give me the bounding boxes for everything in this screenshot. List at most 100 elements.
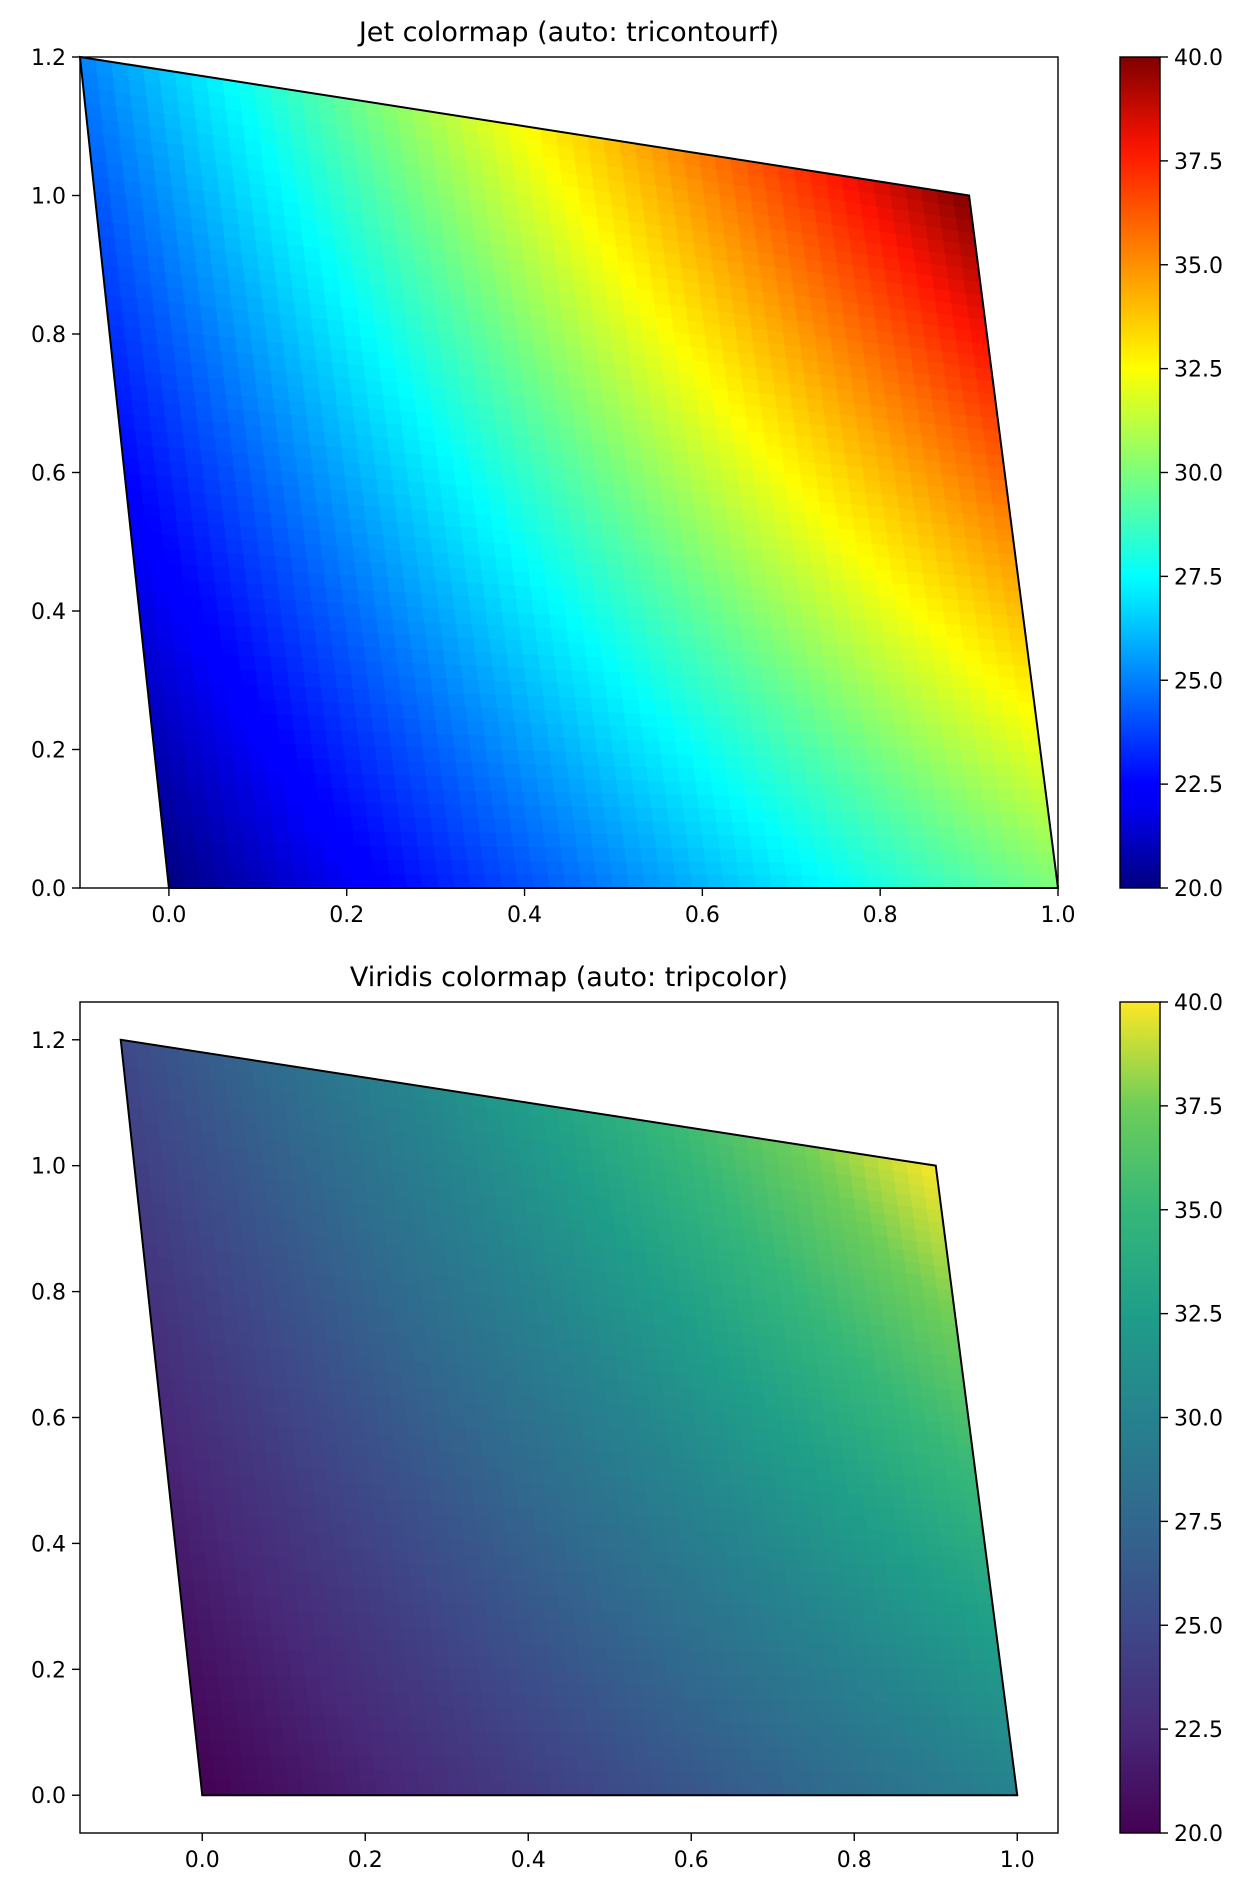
field-cell bbox=[444, 1628, 462, 1644]
field-cell bbox=[313, 1493, 331, 1509]
field-cell bbox=[179, 843, 199, 860]
field-cell bbox=[612, 617, 632, 633]
field-cell bbox=[552, 370, 572, 387]
field-cell bbox=[561, 1757, 579, 1771]
field-cell bbox=[520, 1284, 538, 1300]
field-cell bbox=[475, 1266, 493, 1283]
field-cell bbox=[827, 822, 846, 837]
field-cell bbox=[609, 456, 629, 473]
field-cell bbox=[411, 508, 430, 525]
field-cell bbox=[177, 388, 197, 407]
field-cell bbox=[820, 513, 840, 529]
field-cell bbox=[284, 1231, 302, 1248]
field-cell bbox=[523, 1681, 541, 1696]
field-cell bbox=[532, 1757, 550, 1771]
field-cell bbox=[622, 564, 642, 580]
field-cell bbox=[911, 861, 930, 876]
field-cell bbox=[465, 1302, 483, 1319]
field-cell bbox=[546, 859, 565, 875]
field-cell bbox=[957, 849, 977, 864]
field-cell bbox=[261, 1411, 279, 1428]
field-cell bbox=[931, 647, 951, 662]
field-cell bbox=[893, 849, 913, 863]
field-cell bbox=[580, 1547, 598, 1562]
field-cell bbox=[350, 531, 370, 549]
field-cell bbox=[990, 862, 1010, 877]
field-cell bbox=[166, 872, 186, 888]
field-cell bbox=[485, 1731, 503, 1746]
field-cell bbox=[709, 374, 729, 391]
field-cell bbox=[194, 1727, 212, 1742]
field-cell bbox=[403, 1397, 422, 1413]
field-cell bbox=[564, 1657, 582, 1672]
field-cell bbox=[549, 1410, 567, 1425]
field-cell bbox=[744, 795, 764, 810]
field-cell bbox=[928, 497, 948, 513]
field-cell bbox=[424, 1576, 442, 1592]
field-cell bbox=[643, 472, 662, 489]
field-cell bbox=[638, 698, 657, 714]
field-cell bbox=[192, 1446, 211, 1462]
field-cell bbox=[228, 279, 248, 297]
field-cell bbox=[465, 1553, 483, 1569]
field-cell bbox=[335, 249, 354, 267]
field-cell bbox=[302, 1388, 320, 1405]
field-cell bbox=[364, 1432, 382, 1448]
field-cell bbox=[428, 1361, 446, 1378]
field-cell bbox=[770, 612, 789, 628]
field-cell bbox=[222, 1714, 240, 1729]
field-cell bbox=[188, 202, 208, 221]
field-cell bbox=[519, 763, 538, 779]
field-cell bbox=[647, 779, 667, 795]
field-cell bbox=[995, 527, 1015, 543]
field-cell bbox=[142, 502, 162, 520]
field-cell bbox=[625, 591, 645, 607]
field-cell bbox=[531, 463, 551, 480]
field-cell bbox=[386, 1243, 404, 1260]
field-cell bbox=[313, 1624, 331, 1639]
field-cell bbox=[500, 597, 519, 613]
field-cell bbox=[758, 392, 778, 409]
field-cell bbox=[198, 1499, 216, 1515]
field-cell bbox=[268, 1216, 286, 1233]
field-cell bbox=[652, 820, 672, 835]
field-cell bbox=[596, 1438, 614, 1453]
field-cell bbox=[703, 451, 722, 468]
field-cell bbox=[553, 1447, 572, 1462]
field-cell bbox=[582, 764, 602, 780]
field-cell bbox=[196, 711, 216, 728]
field-cell bbox=[193, 246, 213, 264]
field-cell bbox=[504, 1393, 522, 1409]
field-cell bbox=[535, 355, 554, 372]
field-cell bbox=[238, 1200, 256, 1217]
field-cell bbox=[393, 353, 413, 371]
field-cell bbox=[382, 1716, 400, 1732]
field-cell bbox=[371, 1497, 390, 1513]
field-cell bbox=[222, 1448, 240, 1464]
field-cell bbox=[255, 669, 275, 686]
field-cell bbox=[281, 1335, 299, 1351]
field-cell bbox=[562, 317, 581, 335]
field-cell bbox=[364, 1304, 382, 1321]
field-cell bbox=[731, 689, 751, 705]
field-cell bbox=[830, 463, 850, 479]
field-cell bbox=[724, 492, 743, 509]
field-cell bbox=[414, 676, 434, 692]
field-cell bbox=[660, 355, 680, 372]
field-cell bbox=[825, 424, 845, 441]
field-cell bbox=[611, 469, 630, 486]
field-cell bbox=[443, 1743, 461, 1758]
field-cell bbox=[893, 721, 913, 736]
field-cell bbox=[368, 406, 387, 424]
field-cell bbox=[323, 290, 343, 308]
field-cell bbox=[550, 763, 570, 779]
field-cell bbox=[792, 795, 811, 811]
field-cell bbox=[851, 630, 870, 646]
field-cell bbox=[396, 1460, 414, 1476]
field-cell bbox=[738, 351, 757, 368]
field-cell bbox=[965, 786, 984, 801]
field-cell bbox=[789, 769, 808, 785]
field-cell bbox=[833, 616, 853, 632]
field-cell bbox=[157, 489, 176, 507]
field-cell bbox=[809, 809, 829, 824]
